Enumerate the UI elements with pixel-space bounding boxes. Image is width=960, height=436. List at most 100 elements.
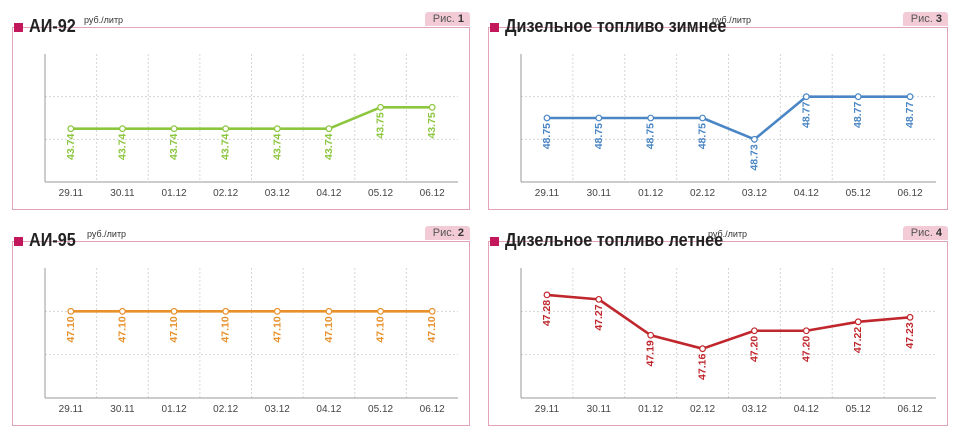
chart-panel-diesel-winter: Дизельное топливо зимнее руб./литр Рис. …: [488, 12, 948, 210]
data-label: 47.22: [852, 327, 864, 353]
x-tick-label: 02.12: [690, 188, 715, 199]
unit-label: руб./литр: [84, 15, 124, 25]
data-label: 47.27: [593, 304, 605, 330]
data-label: 48.73: [748, 144, 760, 170]
data-label: 47.23: [904, 322, 916, 348]
x-tick-label: 02.12: [213, 404, 238, 415]
data-point: [273, 307, 281, 315]
x-tick-label: 06.12: [420, 188, 445, 199]
figure-prefix: Рис.: [432, 227, 455, 239]
figure-prefix: Рис.: [432, 13, 455, 25]
grid: [521, 268, 936, 398]
data-label: 47.28: [541, 300, 553, 326]
data-point: [170, 307, 178, 315]
x-tick-label: 04.12: [316, 404, 341, 415]
chart-frame: [12, 241, 470, 426]
x-tick-label: 05.12: [368, 188, 393, 199]
data-label: 47.10: [116, 316, 128, 342]
figure-prefix: Рис.: [910, 13, 933, 25]
data-point: [543, 291, 551, 299]
data-point: [325, 125, 333, 133]
data-label: 47.19: [645, 340, 657, 366]
x-tick-label: 30.11: [587, 404, 612, 415]
data-label: 47.10: [65, 316, 77, 342]
bullet-square-icon: [14, 237, 23, 246]
data-point: [699, 114, 706, 122]
x-tick-label: 06.12: [898, 404, 923, 415]
data-label: 43.74: [116, 134, 128, 160]
data-label: 47.10: [375, 316, 387, 342]
data-label: 43.74: [168, 134, 180, 160]
data-point: [802, 93, 810, 101]
x-tick-label: 30.11: [110, 404, 135, 415]
chart-title: АИ-95: [29, 230, 76, 250]
unit-label: руб./литр: [87, 229, 127, 239]
chart-frame: [488, 27, 948, 210]
series-line: [546, 293, 911, 350]
figure-tag: Рис. 4: [902, 226, 948, 240]
data-point: [67, 307, 75, 315]
series-line: [546, 95, 911, 141]
x-tick-label: 02.12: [690, 404, 715, 415]
data-point: [428, 307, 436, 315]
figure-tag: Рис. 3: [902, 12, 948, 26]
data-point: [699, 345, 706, 353]
data-point: [119, 125, 126, 133]
data-point: [906, 313, 914, 321]
figure-prefix: Рис.: [910, 227, 933, 239]
grid: [45, 54, 458, 182]
bullet-square-icon: [490, 23, 499, 32]
data-label: 48.77: [904, 102, 916, 128]
x-tick-label: 01.12: [162, 188, 187, 199]
x-tick-label: 29.11: [535, 188, 560, 199]
data-label: 48.75: [541, 123, 553, 149]
data-point: [325, 307, 333, 315]
grid: [45, 268, 458, 398]
x-tick-label: 03.12: [265, 404, 290, 415]
data-point: [854, 93, 862, 101]
data-label: 48.77: [800, 102, 812, 128]
figure-tag: Рис. 1: [424, 12, 470, 26]
chart-svg-diesel-winter: 29.11 30.11 01.12 02.12 03.12 04.12 05.12 06.12…: [520, 54, 936, 199]
data-label: 43.75: [426, 112, 438, 138]
data-label: 48.75: [593, 123, 605, 149]
data-point: [751, 135, 758, 143]
data-label: 48.77: [852, 102, 864, 128]
bullet-square-icon: [490, 237, 499, 246]
data-point: [273, 125, 281, 133]
x-tick-label: 05.12: [368, 404, 393, 415]
data-point: [751, 327, 758, 335]
chart-title: АИ-92: [29, 16, 76, 36]
x-tick-label: 05.12: [846, 188, 871, 199]
data-label: 48.75: [697, 123, 709, 149]
data-point: [595, 295, 603, 303]
x-tick-label: 05.12: [846, 404, 871, 415]
x-tick-label: 03.12: [742, 188, 767, 199]
data-label: 47.16: [697, 354, 709, 380]
data-point: [222, 125, 230, 133]
data-point: [428, 103, 436, 111]
data-label: 43.74: [271, 134, 283, 160]
x-tick-label: 29.11: [535, 404, 560, 415]
data-point: [595, 114, 603, 122]
x-tick-label: 02.12: [213, 188, 238, 199]
x-tick-label: 30.11: [587, 188, 612, 199]
chart-title: Дизельное топливо летнее: [505, 230, 724, 250]
x-tick-label: 29.11: [59, 188, 84, 199]
figure-number: 2: [457, 227, 464, 239]
data-label: 47.20: [748, 336, 760, 362]
x-tick-label: 29.11: [59, 404, 84, 415]
chart-panel-diesel-summer: Дизельное топливо летнее руб./литр Рис. …: [488, 226, 948, 426]
data-label: 43.74: [65, 134, 77, 160]
data-point: [67, 125, 75, 133]
x-tick-label: 01.12: [638, 404, 663, 415]
data-label: 47.10: [168, 316, 180, 342]
x-tick-label: 01.12: [162, 404, 187, 415]
data-point: [647, 114, 655, 122]
x-tick-label: 04.12: [794, 188, 819, 199]
data-label: 43.74: [323, 134, 335, 160]
chart-svg-ai92: 29.11 30.11 01.12 02.12 03.12 04.12 05.12 06.12…: [44, 54, 458, 199]
unit-label: руб./литр: [708, 229, 748, 239]
data-label: 48.75: [645, 123, 657, 149]
data-point: [854, 318, 862, 326]
